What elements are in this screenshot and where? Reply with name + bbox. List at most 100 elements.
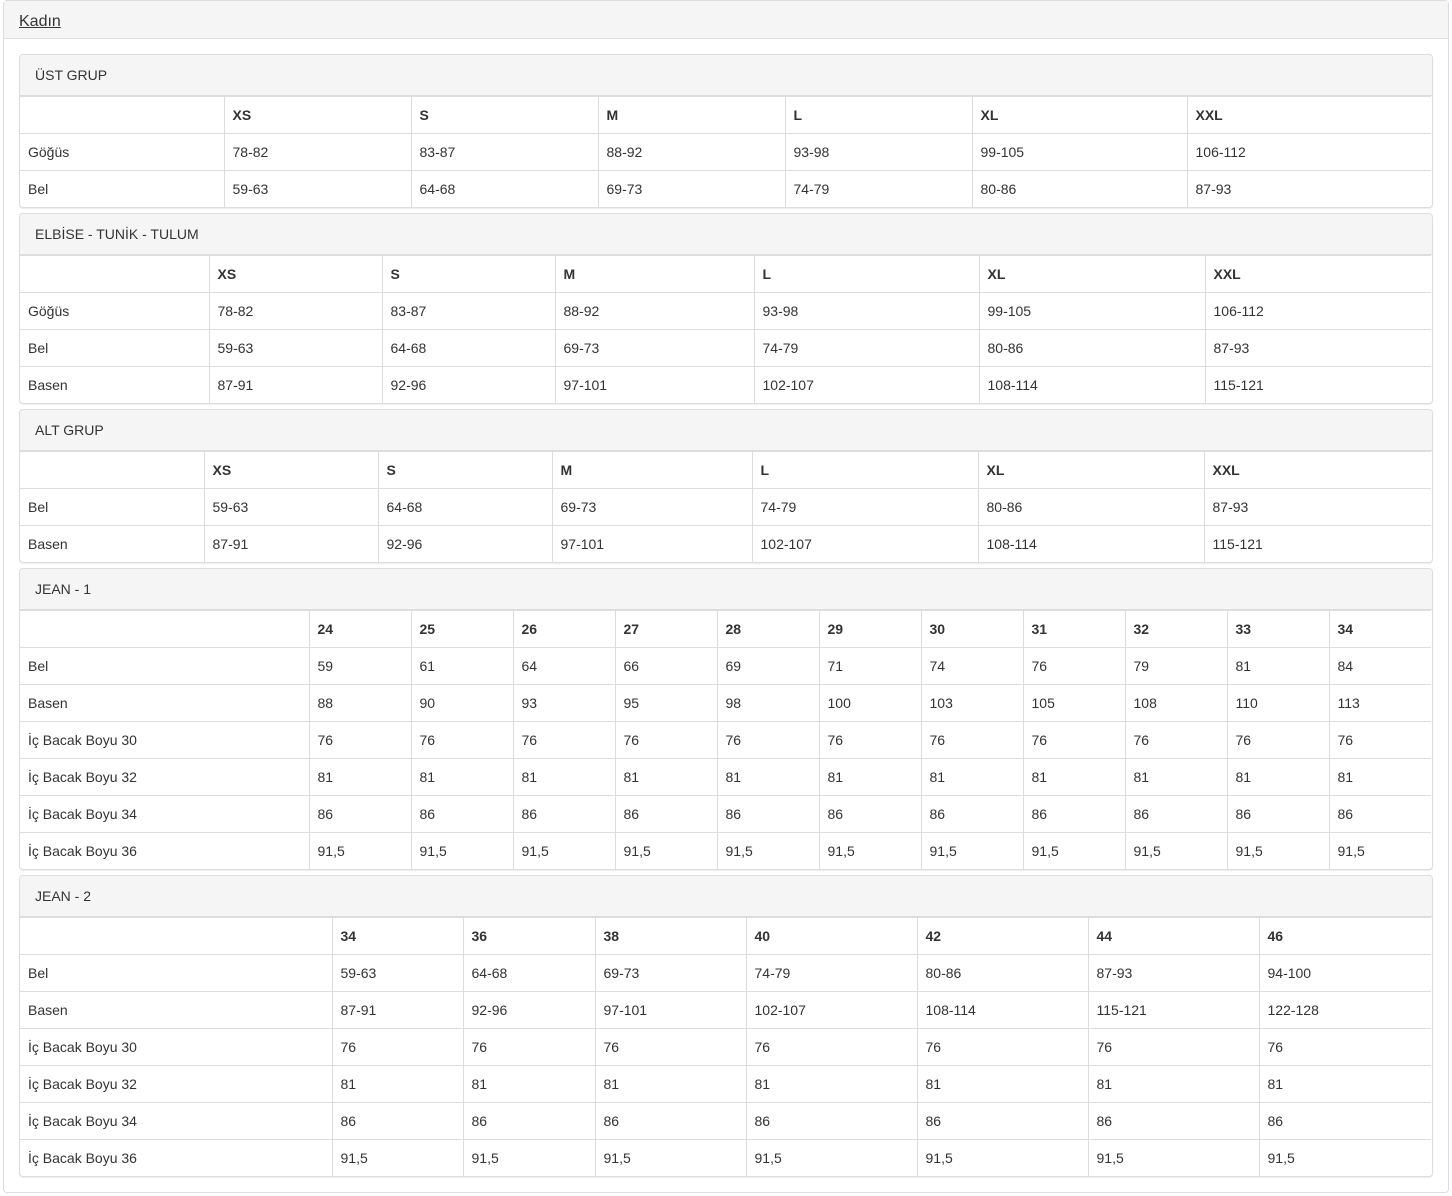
column-header: 44 bbox=[1087, 917, 1259, 955]
size-table-panel: ÜST GRUP XS S M L XL XXL Göğüs 78-82 83-87 88-92 93… bbox=[19, 54, 1433, 208]
table-cell: 66 bbox=[614, 647, 717, 685]
table-cell: 93 bbox=[512, 684, 615, 722]
table-cell: 86 bbox=[818, 795, 921, 833]
table-cell: 106-112 bbox=[1186, 133, 1431, 171]
table-cell: 87-91 bbox=[208, 366, 382, 403]
table-cell: 81 bbox=[410, 758, 513, 796]
table-cell: 87-93 bbox=[1203, 488, 1431, 526]
table-cell: 81 bbox=[1087, 1065, 1259, 1103]
column-header: 34 bbox=[1328, 610, 1431, 648]
row-label: İç Bacak Boyu 36 bbox=[20, 832, 309, 869]
table-cell: 76 bbox=[308, 721, 411, 759]
table-cell: 81 bbox=[1226, 647, 1329, 685]
row-label: İç Bacak Boyu 36 bbox=[20, 1139, 332, 1176]
table-cell: 87-93 bbox=[1186, 170, 1431, 207]
table-cell: 86 bbox=[410, 795, 513, 833]
table-cell: 103 bbox=[920, 684, 1023, 722]
table-cell: 74-79 bbox=[745, 954, 917, 992]
column-header: 28 bbox=[716, 610, 819, 648]
table-cell: 88-92 bbox=[597, 133, 785, 171]
table-cell: 87-93 bbox=[1087, 954, 1259, 992]
table-cell: 69-73 bbox=[551, 488, 752, 526]
table-cell: 86 bbox=[512, 795, 615, 833]
table-cell: 91,5 bbox=[1022, 832, 1125, 869]
table-cell: 81 bbox=[1124, 758, 1227, 796]
table-cell: 69-73 bbox=[597, 170, 785, 207]
table-cell: 91,5 bbox=[308, 832, 411, 869]
table-cell: 71 bbox=[818, 647, 921, 685]
size-chart-panel: Kadın ÜST GRUP XS S M L XL XXL Göğüs 78-82 83-87 8… bbox=[3, 0, 1449, 1193]
table-cell: 76 bbox=[1022, 647, 1125, 685]
column-header: XS bbox=[203, 451, 378, 489]
row-label: Göğüs bbox=[20, 133, 224, 171]
table-cell: 64-68 bbox=[410, 170, 598, 207]
table-cell: 69 bbox=[716, 647, 819, 685]
table-row: Basen 87-91 92-96 97-101 102-107 108-114 115-1… bbox=[20, 525, 1431, 562]
table-cell: 76 bbox=[614, 721, 717, 759]
column-header: L bbox=[753, 255, 979, 293]
table-cell: 76 bbox=[331, 1028, 463, 1066]
column-header bbox=[20, 255, 209, 293]
table-cell: 102-107 bbox=[753, 366, 979, 403]
table-title: ÜST GRUP bbox=[20, 55, 1432, 96]
table-row: İç Bacak Boyu 34 86 86 86 86 86 86 86 bbox=[20, 1102, 1431, 1140]
row-label: Göğüs bbox=[20, 292, 209, 330]
table-cell: 81 bbox=[462, 1065, 595, 1103]
table-cell: 64-68 bbox=[462, 954, 595, 992]
table-cell: 102-107 bbox=[745, 991, 917, 1029]
table-cell: 78-82 bbox=[223, 133, 411, 171]
table-row: İç Bacak Boyu 34 86 86 86 86 86 86 86 86 86 86 86 bbox=[20, 795, 1431, 833]
table-cell: 94-100 bbox=[1258, 954, 1431, 992]
table-cell: 97-101 bbox=[551, 525, 752, 562]
column-header: 29 bbox=[818, 610, 921, 648]
table-cell: 61 bbox=[410, 647, 513, 685]
column-header: L bbox=[784, 96, 972, 134]
table-cell: 93-98 bbox=[753, 292, 979, 330]
column-header: 32 bbox=[1124, 610, 1227, 648]
kadin-tab-link[interactable]: Kadın bbox=[19, 13, 61, 30]
row-label: Bel bbox=[20, 954, 332, 992]
column-header: M bbox=[551, 451, 752, 489]
size-table: XS S M L XL XXL Göğüs 78-82 83-87 88-92 93-98 99-10… bbox=[20, 96, 1431, 207]
table-cell: 86 bbox=[920, 795, 1023, 833]
table-cell: 81 bbox=[818, 758, 921, 796]
row-label: Basen bbox=[20, 366, 209, 403]
table-cell: 76 bbox=[512, 721, 615, 759]
table-cell: 93-98 bbox=[784, 133, 972, 171]
column-header: S bbox=[381, 255, 555, 293]
table-cell: 86 bbox=[1258, 1102, 1431, 1140]
table-cell: 76 bbox=[410, 721, 513, 759]
table-cell: 92-96 bbox=[377, 525, 552, 562]
row-label: İç Bacak Boyu 32 bbox=[20, 758, 309, 796]
table-cell: 91,5 bbox=[512, 832, 615, 869]
table-cell: 76 bbox=[716, 721, 819, 759]
table-title: ELBİSE - TUNİK - TULUM bbox=[20, 214, 1432, 255]
size-table-panel: JEAN - 1 24 25 26 27 28 29 30 31 32 33 34 Bel 59 61 64 6… bbox=[19, 568, 1433, 870]
table-cell: 59-63 bbox=[223, 170, 411, 207]
row-label: Bel bbox=[20, 647, 309, 685]
table-row: Basen 87-91 92-96 97-101 102-107 108-114 115-1… bbox=[20, 366, 1431, 403]
table-cell: 81 bbox=[1022, 758, 1125, 796]
row-label: İç Bacak Boyu 34 bbox=[20, 795, 309, 833]
size-table-panel: ALT GRUP XS S M L XL XXL Bel 59-63 64-68 69-73 74-7… bbox=[19, 409, 1433, 563]
table-cell: 74 bbox=[920, 647, 1023, 685]
table-cell: 102-107 bbox=[751, 525, 978, 562]
column-header: 24 bbox=[308, 610, 411, 648]
table-row: İç Bacak Boyu 36 91,5 91,5 91,5 91,5 91,5 91,5… bbox=[20, 1139, 1431, 1176]
row-label: İç Bacak Boyu 30 bbox=[20, 721, 309, 759]
table-cell: 76 bbox=[818, 721, 921, 759]
table-cell: 108 bbox=[1124, 684, 1227, 722]
table-row: Basen 87-91 92-96 97-101 102-107 108-114 115-1… bbox=[20, 991, 1431, 1029]
column-header: XS bbox=[223, 96, 411, 134]
header-row: 24 25 26 27 28 29 30 31 32 33 34 bbox=[20, 610, 1431, 648]
table-cell: 86 bbox=[594, 1102, 746, 1140]
table-cell: 86 bbox=[1328, 795, 1431, 833]
column-header: 33 bbox=[1226, 610, 1329, 648]
table-cell: 91,5 bbox=[614, 832, 717, 869]
table-cell: 69-73 bbox=[554, 329, 754, 367]
size-table: XS S M L XL XXL Bel 59-63 64-68 69-73 74-79 80-86 87… bbox=[20, 451, 1431, 562]
table-cell: 92-96 bbox=[462, 991, 595, 1029]
column-header: 46 bbox=[1258, 917, 1431, 955]
table-cell: 110 bbox=[1226, 684, 1329, 722]
table-cell: 74-79 bbox=[751, 488, 978, 526]
